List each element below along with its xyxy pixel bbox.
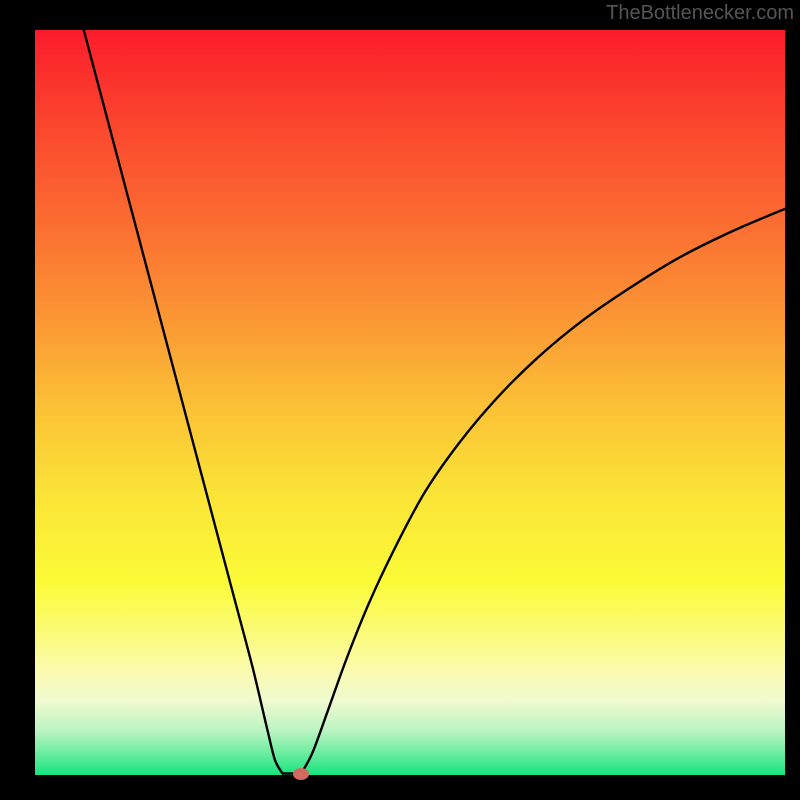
watermark-text: TheBottlenecker.com bbox=[606, 2, 794, 25]
optimum-marker bbox=[293, 768, 309, 780]
chart-frame: TheBottlenecker.com bbox=[0, 0, 800, 800]
bottleneck-curve bbox=[35, 30, 785, 775]
plot-area bbox=[35, 30, 785, 775]
